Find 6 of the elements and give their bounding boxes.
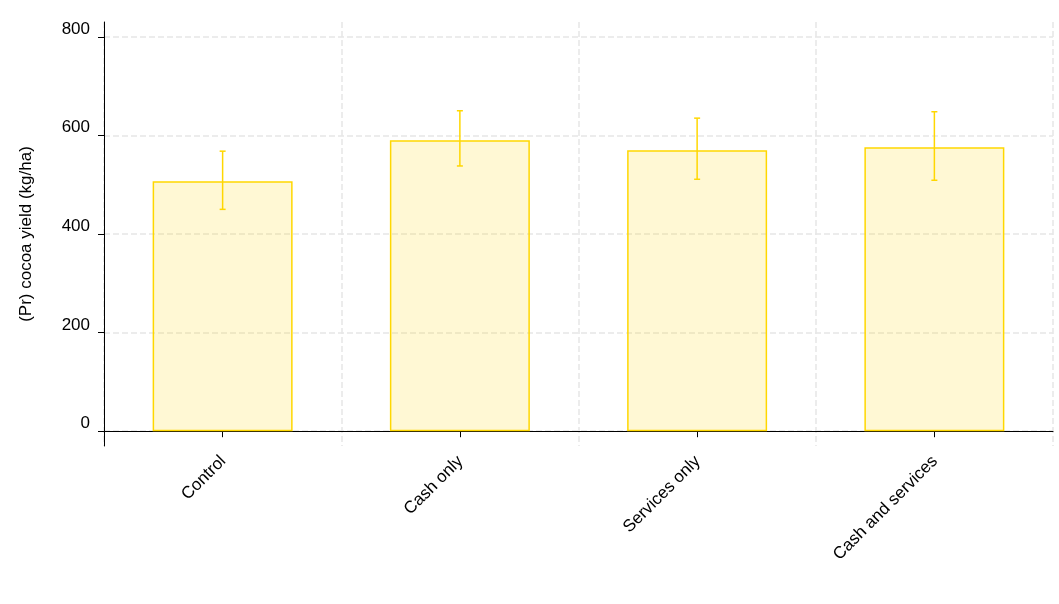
y-tick-label: 200 (61, 314, 90, 334)
y-tick-label: 800 (61, 18, 90, 38)
y-axis-title: (Pr) cocoa yield (kg/ha) (16, 146, 35, 322)
y-tick-label: 0 (80, 413, 90, 433)
y-tick-label: 600 (61, 117, 90, 137)
y-tick-label: 400 (61, 216, 90, 235)
